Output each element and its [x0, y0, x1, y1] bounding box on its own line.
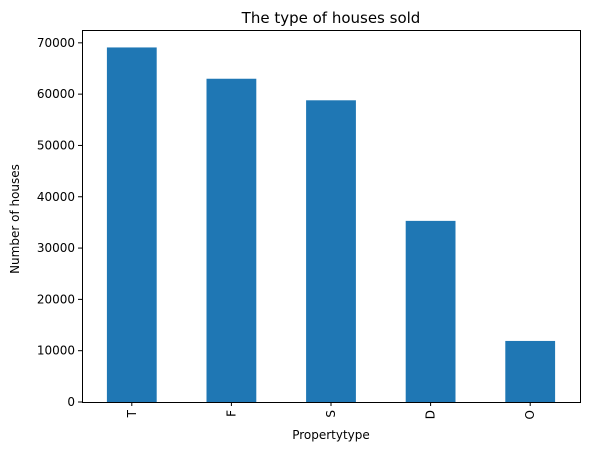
bar-T — [106, 47, 157, 402]
bar-O — [505, 340, 556, 402]
x-tick-label: O — [523, 410, 537, 419]
bars-group — [106, 47, 556, 403]
plot-frame — [82, 30, 581, 403]
y-tick-label: 60000 — [37, 87, 75, 101]
x-axis-label: Propertytype — [292, 428, 370, 442]
bar-F — [206, 78, 257, 403]
y-axis-label: Number of houses — [8, 164, 22, 274]
y-tick-label: 0 — [67, 395, 75, 409]
y-tick-label: 50000 — [37, 138, 75, 152]
chart-title: The type of houses sold — [241, 9, 421, 27]
y-tick-label: 40000 — [37, 190, 75, 204]
y-tick-label: 10000 — [37, 344, 75, 358]
y-tick-label: 30000 — [37, 241, 75, 255]
x-tick-label: F — [224, 410, 238, 417]
x-tick-label: D — [424, 410, 438, 419]
y-tick-label: 70000 — [37, 36, 75, 50]
x-tick-label: T — [125, 409, 139, 418]
y-axis-ticks: 0 10000 20000 30000 40000 50000 60000 70000 — [37, 36, 82, 409]
y-tick-label: 20000 — [37, 292, 75, 306]
bar-D — [405, 220, 456, 402]
bar-S — [306, 100, 356, 403]
x-tick-label: S — [324, 410, 338, 418]
